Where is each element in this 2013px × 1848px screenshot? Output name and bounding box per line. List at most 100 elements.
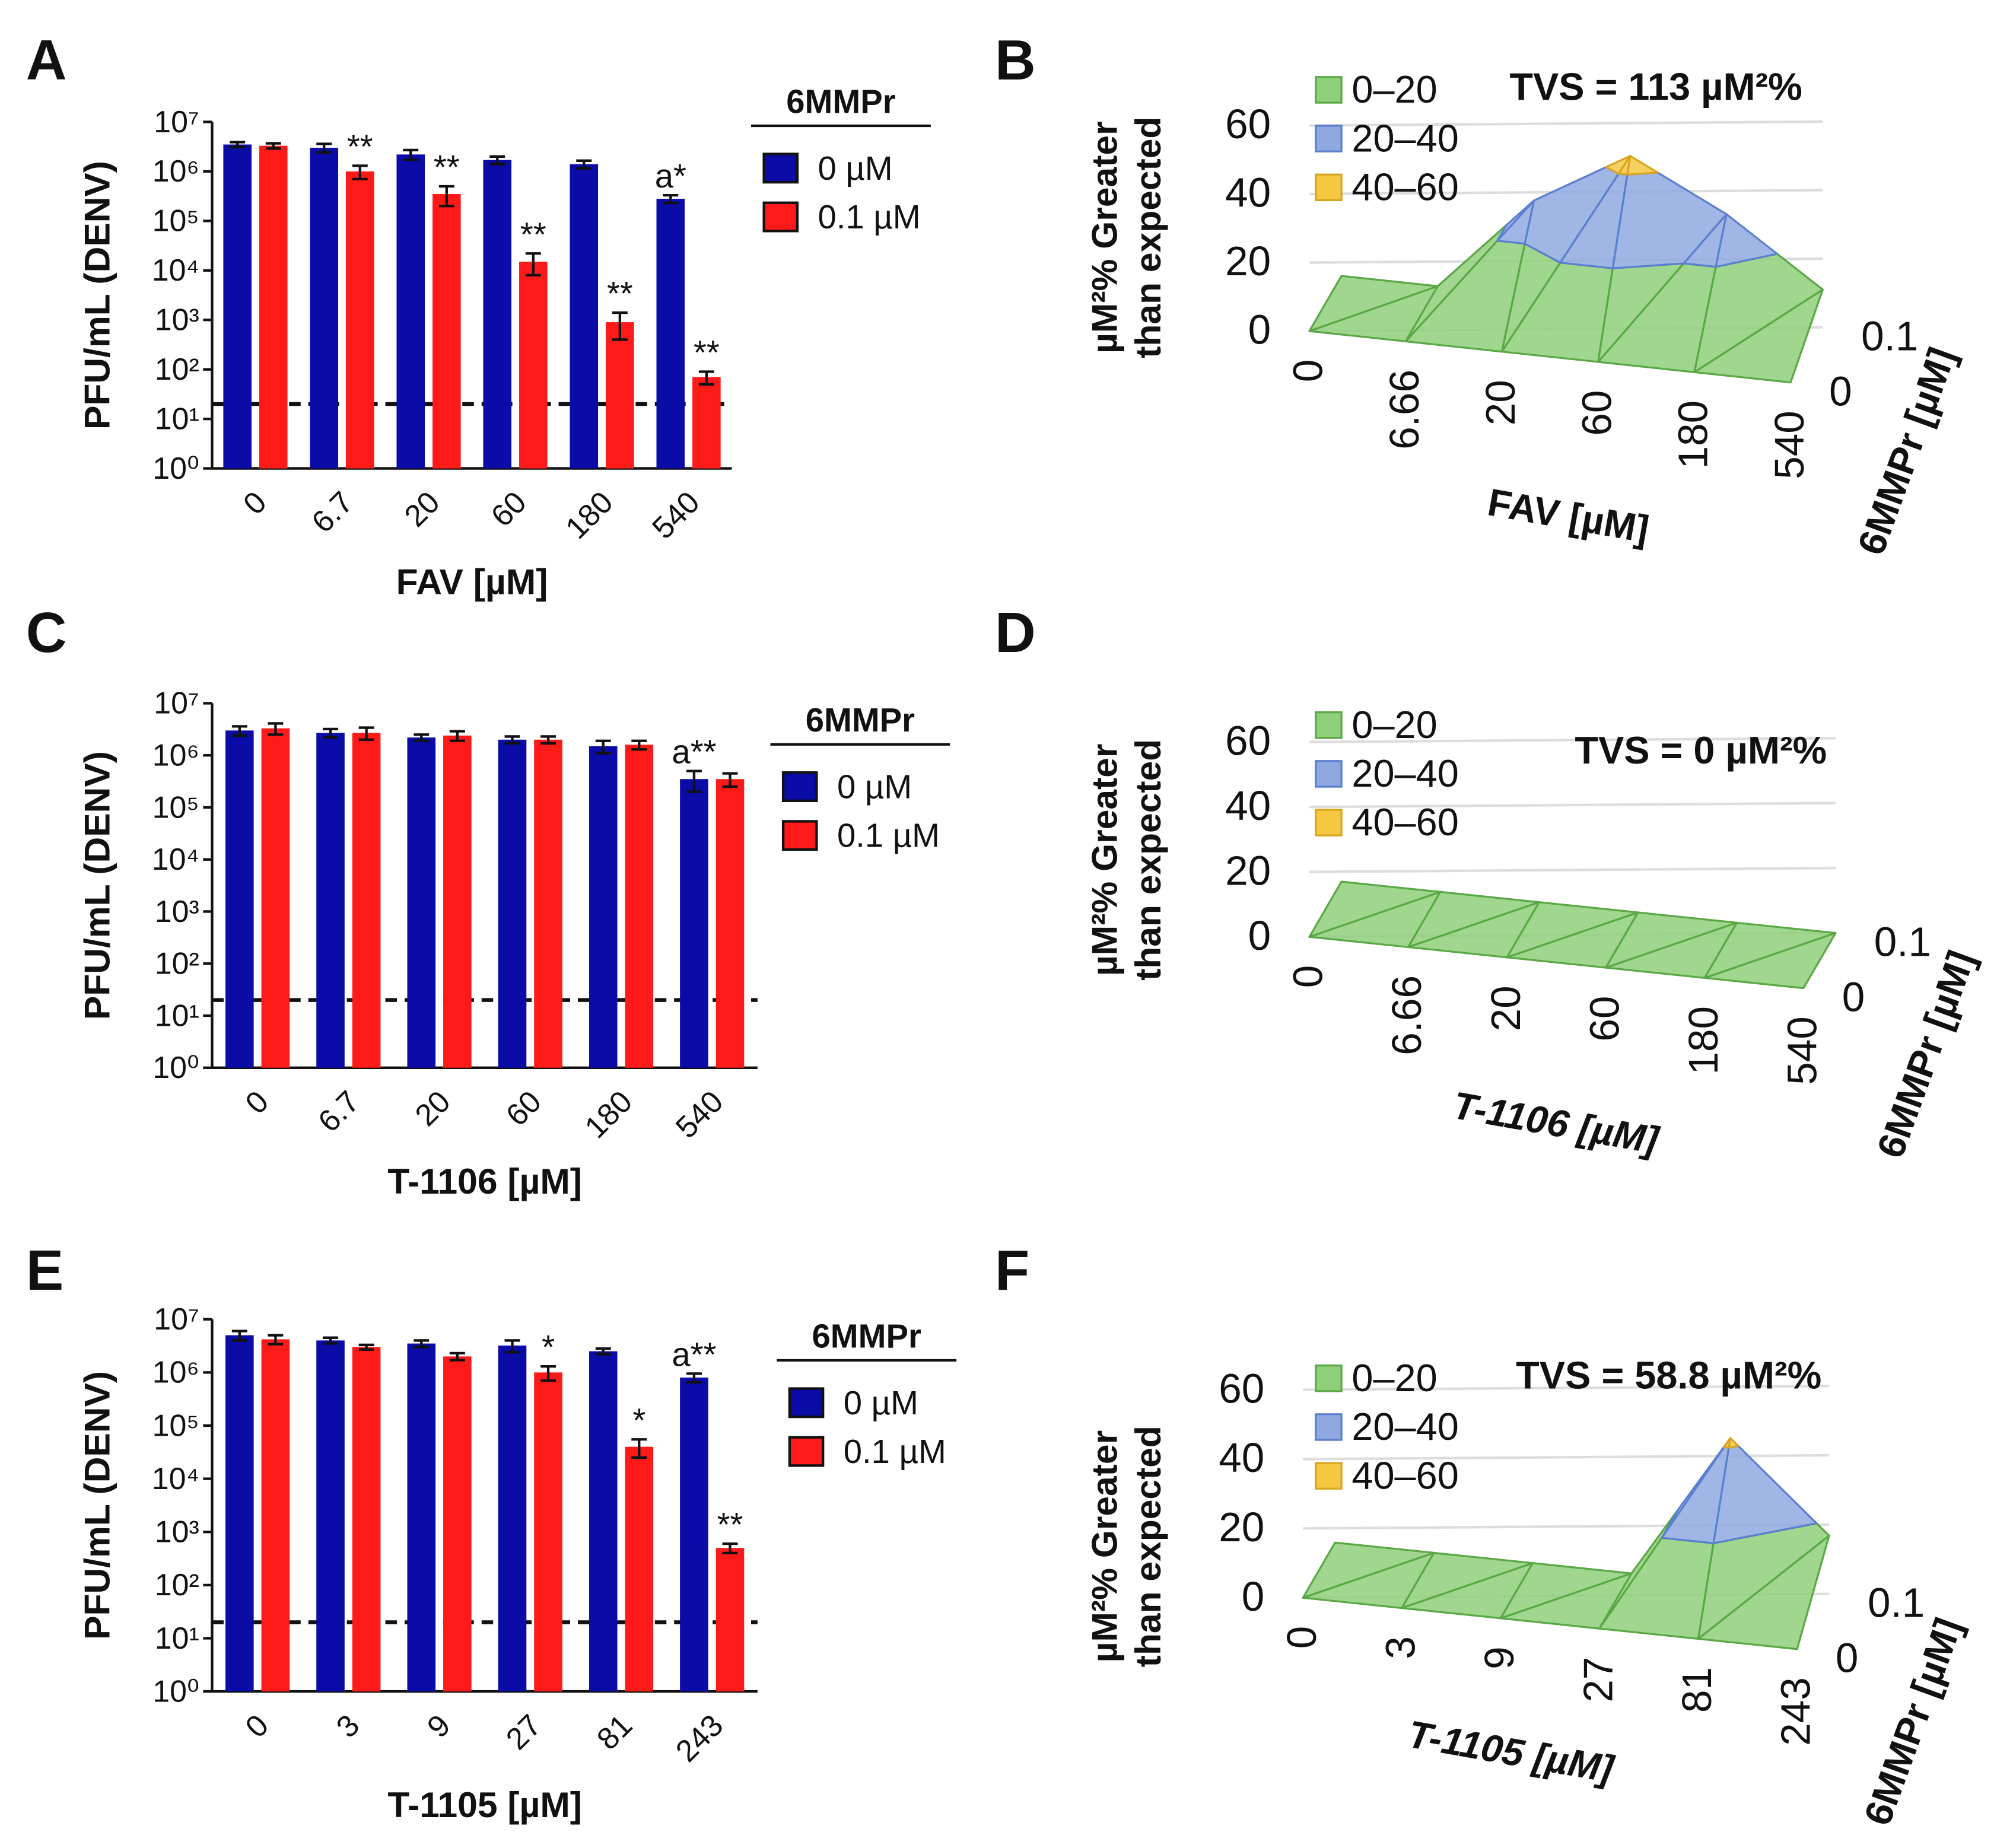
- surface-piece: [1728, 1437, 1739, 1449]
- surface-facet: [1499, 1562, 1633, 1620]
- legend-swatch: [1315, 711, 1343, 739]
- surface-piece: [1308, 275, 1439, 332]
- surface-facet: [1308, 275, 1439, 332]
- x-tick-label: 540: [669, 1084, 730, 1145]
- bar: [498, 739, 527, 1068]
- error-bar: [595, 1347, 611, 1356]
- z-tick-label: 20: [1219, 1504, 1264, 1550]
- y-tick-label: 10⁴: [152, 1462, 199, 1496]
- error-bar: [323, 1336, 339, 1345]
- bar: [570, 164, 599, 469]
- surface-piece: [1723, 1437, 1732, 1448]
- bar: [589, 1351, 618, 1692]
- bar: [606, 322, 634, 469]
- x-tick-label: 180: [578, 1084, 639, 1145]
- x-tick-label: 20: [1483, 985, 1529, 1031]
- legend-swatch: [1315, 125, 1343, 152]
- surface-piece: [1715, 213, 1779, 268]
- grid-line: [1309, 801, 1836, 809]
- x-tick-label: 243: [1773, 1677, 1819, 1746]
- bar: [352, 733, 381, 1068]
- surface-piece: [1407, 890, 1540, 949]
- z-tick-label: 20: [1225, 238, 1271, 284]
- error-bar: [722, 772, 738, 788]
- y-tick-label: 0: [1842, 974, 1865, 1020]
- y-tick-label: 10²: [155, 947, 199, 981]
- z-axis-label: than expected: [1128, 1426, 1168, 1667]
- legend-swatch: [1315, 760, 1343, 788]
- grid-line: [1309, 120, 1823, 127]
- z-tick-label: 0: [1248, 307, 1271, 353]
- x-axis-label: T-1106 [µM]: [1449, 1083, 1663, 1162]
- x-axis-label: T-1105 [µM]: [1405, 1712, 1618, 1791]
- error-bar: [323, 727, 339, 739]
- bar: [225, 730, 254, 1068]
- y-tick-label: 10⁷: [154, 1302, 199, 1337]
- bar: [534, 1372, 562, 1692]
- error-bar: [686, 769, 702, 793]
- error-bar: [540, 735, 556, 745]
- surface-facet: [1703, 921, 1837, 979]
- x-axis-label: FAV [µM]: [396, 562, 548, 602]
- error-bar: [540, 1365, 556, 1382]
- surface-piece: [1703, 921, 1837, 979]
- annotation: TVS = 58.8 µM²%: [1516, 1354, 1821, 1397]
- error-bar: [595, 739, 611, 755]
- surface-piece: [1524, 166, 1620, 264]
- legend-swatch: [1315, 1462, 1343, 1490]
- panel-letter: E: [26, 1239, 63, 1302]
- error-bar: [686, 1372, 702, 1384]
- y-tick-label: 10⁴: [152, 842, 199, 877]
- bar: [407, 1343, 436, 1692]
- x-tick-label: 243: [669, 1708, 730, 1769]
- error-bar: [230, 141, 246, 149]
- z-tick-label: 40: [1225, 170, 1271, 216]
- surface-piece: [1626, 155, 1659, 176]
- y-tick-label: 10⁶: [152, 1356, 199, 1390]
- z-tick-label: 60: [1225, 717, 1271, 764]
- y-tick-label: 10¹: [155, 402, 199, 436]
- bar: [443, 735, 472, 1068]
- significance: **: [434, 148, 460, 186]
- annotation: TVS = 0 µM²%: [1575, 729, 1827, 772]
- legend-swatch: [762, 201, 799, 233]
- error-bar: [631, 1438, 647, 1459]
- y-tick-label: 10⁰: [152, 1674, 199, 1709]
- z-axis-label: µM²% Greater: [1085, 1430, 1125, 1663]
- y-tick-label: 10⁶: [152, 739, 199, 773]
- x-tick-label: 9: [421, 1708, 457, 1744]
- grid-line: [1303, 1385, 1830, 1391]
- x-tick-label: 60: [1573, 390, 1620, 436]
- legend-label: 0–20: [1351, 68, 1437, 111]
- x-tick-label: 60: [1581, 996, 1627, 1042]
- bar: [656, 199, 685, 469]
- bar: [519, 262, 548, 469]
- x-tick-label: 27: [500, 1708, 548, 1757]
- legend-swatch: [788, 1387, 825, 1418]
- panel-letter: C: [26, 602, 67, 664]
- error-bar: [316, 142, 332, 154]
- bar: [261, 728, 290, 1068]
- bar: [261, 1339, 290, 1692]
- error-bar: [414, 1339, 430, 1348]
- y-tick-label: 10⁵: [152, 790, 199, 825]
- y-tick-label: 0.1: [1874, 919, 1931, 965]
- y-tick-label: 0.1: [1868, 1580, 1925, 1626]
- error-bar: [231, 1329, 247, 1342]
- bar: [625, 1446, 654, 1692]
- bar: [589, 746, 618, 1068]
- error-bar: [268, 722, 284, 736]
- y-tick-label: 10⁰: [152, 451, 199, 486]
- panel-letter: A: [26, 29, 67, 92]
- error-bar: [504, 1339, 520, 1354]
- bar: [407, 737, 436, 1068]
- x-tick-label: 20: [409, 1084, 457, 1133]
- surface-piece: [1496, 199, 1535, 242]
- y-tick-label: 10³: [155, 895, 199, 929]
- surface-facet: [1500, 155, 1632, 353]
- legend-label: 0.1 µM: [818, 198, 921, 236]
- legend-label: 40–60: [1351, 800, 1458, 844]
- error-bar: [231, 725, 247, 737]
